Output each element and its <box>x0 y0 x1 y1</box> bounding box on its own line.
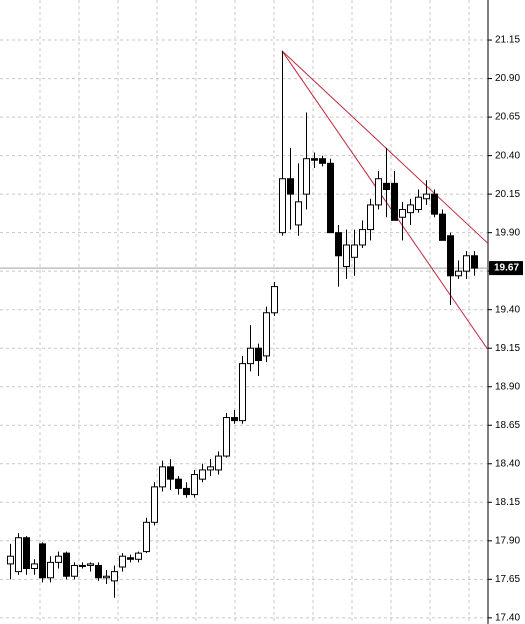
candle-body <box>343 244 350 268</box>
candle-body <box>399 209 406 218</box>
y-tick-label: 18.15 <box>495 497 520 508</box>
y-tick-label: 20.90 <box>495 73 520 84</box>
candle-body <box>263 312 270 357</box>
candle-body <box>135 552 142 560</box>
candle-body <box>175 478 182 489</box>
candle-body <box>191 474 198 496</box>
candle-body <box>455 270 462 277</box>
y-tick-label: 21.15 <box>495 35 520 46</box>
y-tick-label: 20.65 <box>495 112 520 123</box>
candle-body <box>7 555 14 565</box>
y-tick-label: 17.90 <box>495 535 520 546</box>
candle-body <box>199 469 206 480</box>
y-tick-label: 19.15 <box>495 343 520 354</box>
candle-body <box>319 158 326 164</box>
candle-body <box>119 555 126 568</box>
candle-body <box>439 213 446 241</box>
candle-body <box>31 563 38 570</box>
candle-body <box>63 552 70 577</box>
candle-body <box>239 363 246 422</box>
trendline <box>281 50 489 244</box>
candle-body <box>463 255 470 272</box>
candle-body <box>327 162 334 234</box>
y-tick-label: 17.65 <box>495 574 520 585</box>
candle-body <box>391 182 398 221</box>
candle-body <box>255 347 262 362</box>
candle-body <box>471 255 478 269</box>
candle-body <box>79 564 86 567</box>
candle-body <box>159 466 166 488</box>
candle-body <box>87 563 94 566</box>
candle-body <box>407 204 414 214</box>
candle-body <box>55 555 62 563</box>
candle-body <box>215 455 222 471</box>
candle-body <box>271 286 278 314</box>
candle-body <box>15 537 22 573</box>
candle-body <box>311 158 318 161</box>
candle-body <box>351 244 358 258</box>
candle-body <box>231 417 238 422</box>
candle-body <box>375 178 382 206</box>
trendline <box>281 50 489 351</box>
candle-body <box>151 486 158 523</box>
candle-body <box>423 193 430 200</box>
candle-body <box>431 193 438 215</box>
candle-body <box>367 204 374 231</box>
candle-body <box>359 229 366 246</box>
y-tick-label: 17.40 <box>495 612 520 623</box>
candle-body <box>383 182 390 191</box>
candle-body <box>23 537 30 570</box>
candle-body <box>303 158 310 195</box>
y-tick-label: 20.15 <box>495 189 520 200</box>
y-tick-label: 18.40 <box>495 458 520 469</box>
y-tick-label: 20.40 <box>495 150 520 161</box>
candle-body <box>287 178 294 195</box>
candle-body <box>223 417 230 457</box>
candle-body <box>247 347 254 365</box>
candle-body <box>39 543 46 579</box>
y-tick-label: 19.40 <box>495 304 520 315</box>
last-price-label: 19.67 <box>494 263 519 274</box>
candle-body <box>127 557 134 560</box>
y-tick-label: 18.65 <box>495 420 520 431</box>
candle-body <box>207 466 214 471</box>
y-tick-label: 18.90 <box>495 381 520 392</box>
vertical-grid <box>39 0 470 624</box>
y-tick-label: 19.90 <box>495 227 520 238</box>
candle-body <box>447 235 454 277</box>
candle-body <box>295 201 302 226</box>
candle-body <box>111 571 118 582</box>
candle-body <box>335 232 342 257</box>
candle-body <box>47 561 54 579</box>
candle-body <box>103 575 110 579</box>
candle-body <box>183 487 190 496</box>
candle-body <box>143 521 150 553</box>
candle-body <box>71 564 78 577</box>
candle-body <box>279 178 286 234</box>
last-price-box <box>489 261 523 276</box>
candle-body <box>167 466 174 480</box>
candle-body <box>415 196 422 211</box>
candle-body <box>95 564 102 579</box>
